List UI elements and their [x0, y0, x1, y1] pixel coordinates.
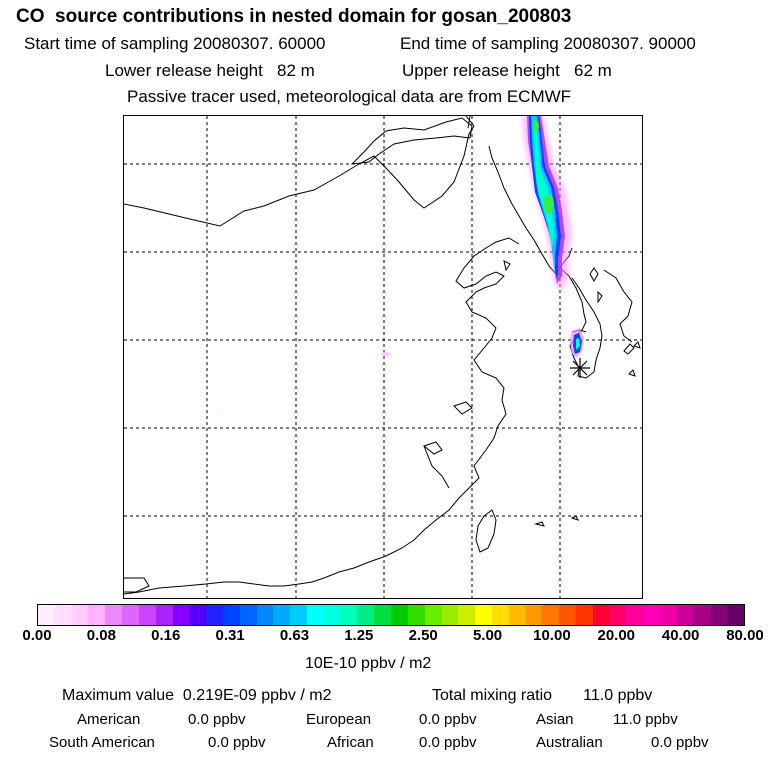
colorbar-tick-label: 0.16 — [151, 627, 181, 644]
colorbar-swatch — [424, 605, 442, 625]
colorbar-swatch — [475, 605, 492, 625]
colorbar — [37, 604, 745, 626]
colorbar-swatch — [576, 605, 593, 625]
colorbar-swatch — [357, 605, 375, 625]
colorbar-swatch — [239, 605, 257, 625]
colorbar-tick-label: 40.00 — [661, 627, 700, 644]
mongolia-border — [124, 116, 475, 227]
receptor-marker-icon — [570, 358, 590, 378]
colorbar-swatch — [340, 605, 358, 625]
start-time: Start time of sampling 20080307. 60000 — [24, 34, 326, 53]
colorbar-swatch — [122, 605, 139, 625]
colorbar-tick-label: 1.25 — [344, 627, 374, 644]
colorbar-tick-label: 80.00 — [726, 627, 764, 644]
colorbar-tick-label: 2.50 — [408, 627, 438, 644]
colorbar-swatch — [508, 605, 526, 625]
colorbar-swatch — [626, 605, 644, 625]
colorbar-swatch — [323, 605, 341, 625]
colorbar-tick-label: 5.00 — [472, 627, 503, 644]
colorbar-swatch — [155, 605, 173, 625]
south-american-label: South American — [49, 734, 155, 751]
colorbar-swatch — [441, 605, 459, 625]
colorbar-swatch — [374, 605, 392, 625]
colorbar-swatch — [542, 605, 560, 625]
max-value: Maximum value 0.219E-09 ppbv / m2 — [62, 687, 332, 704]
colorbar-swatch — [71, 605, 89, 625]
tracer-note: Passive tracer used, meteorological data… — [127, 87, 572, 106]
colorbar-tick-label: 0.31 — [215, 627, 245, 644]
graticule — [124, 116, 642, 598]
china-coast — [298, 237, 520, 585]
colorbar-swatch — [222, 605, 240, 625]
colorbar-swatch — [491, 605, 509, 625]
upper-release-height: Upper release height 62 m — [402, 61, 612, 80]
end-time: End time of sampling 20080307. 90000 — [400, 34, 696, 53]
australian-value: 0.0 ppbv — [651, 734, 709, 751]
colorbar-swatch — [189, 605, 207, 625]
colorbar-swatch — [138, 605, 156, 625]
colorbar-tick-label: 20.00 — [597, 627, 636, 644]
map-panel — [123, 115, 643, 599]
colorbar-swatch — [273, 605, 291, 625]
concentration-plume — [219, 116, 584, 415]
korea-coast — [559, 267, 603, 379]
colorbar-tick-label: 0.63 — [279, 627, 310, 644]
colorbar-swatch — [172, 605, 190, 625]
colorbar-swatch — [88, 605, 106, 625]
colorbar-tick-label: 0.00 — [22, 627, 52, 644]
colorbar-tick-label: 10.00 — [533, 627, 571, 644]
colorbar-swatch — [727, 605, 745, 625]
colorbar-swatch — [676, 605, 694, 625]
colorbar-swatch — [391, 605, 408, 625]
colorbar-swatch — [290, 605, 307, 625]
colorbar-swatch — [609, 605, 627, 625]
japan-coast — [603, 269, 633, 343]
taiwan-coast — [475, 509, 497, 553]
colorbar-swatch — [54, 605, 72, 625]
colorbar-swatch — [105, 605, 123, 625]
colorbar-swatch — [307, 605, 324, 625]
total-mixing-ratio: Total mixing ratio 11.0 ppbv — [432, 687, 653, 704]
australian-label: Australian — [536, 734, 603, 751]
map-canvas — [124, 116, 642, 598]
european-label: European — [306, 711, 372, 728]
asian-value: 11.0 ppbv — [613, 711, 678, 728]
colorbar-tick-label: 0.08 — [86, 627, 116, 644]
african-value: 0.0 ppbv — [419, 734, 477, 751]
south-american-value: 0.0 ppbv — [208, 734, 266, 751]
colorbar-swatch — [525, 605, 543, 625]
colorbar-swatch — [660, 605, 677, 625]
colorbar-swatch — [693, 605, 711, 625]
chart-title: CO source contributions in nested domain… — [16, 6, 572, 27]
european-value: 0.0 ppbv — [419, 711, 477, 728]
colorbar-swatch — [206, 605, 223, 625]
colorbar-swatch — [643, 605, 661, 625]
colorbar-swatch — [710, 605, 728, 625]
colorbar-swatch — [458, 605, 476, 625]
colorbar-swatch — [559, 605, 576, 625]
colorbar-swatch — [38, 605, 55, 625]
lower-release-height: Lower release height 82 m — [105, 61, 315, 80]
southern-border — [124, 581, 300, 595]
american-value: 0.0 ppbv — [188, 711, 246, 728]
colorbar-swatch — [256, 605, 274, 625]
border-segment — [350, 117, 473, 165]
colorbar-swatch — [407, 605, 425, 625]
african-label: African — [327, 734, 374, 751]
colorbar-unit: 10E-10 ppbv / m2 — [305, 655, 432, 672]
colorbar-swatch — [592, 605, 610, 625]
american-label: American — [77, 711, 141, 728]
asian-label: Asian — [536, 711, 574, 728]
